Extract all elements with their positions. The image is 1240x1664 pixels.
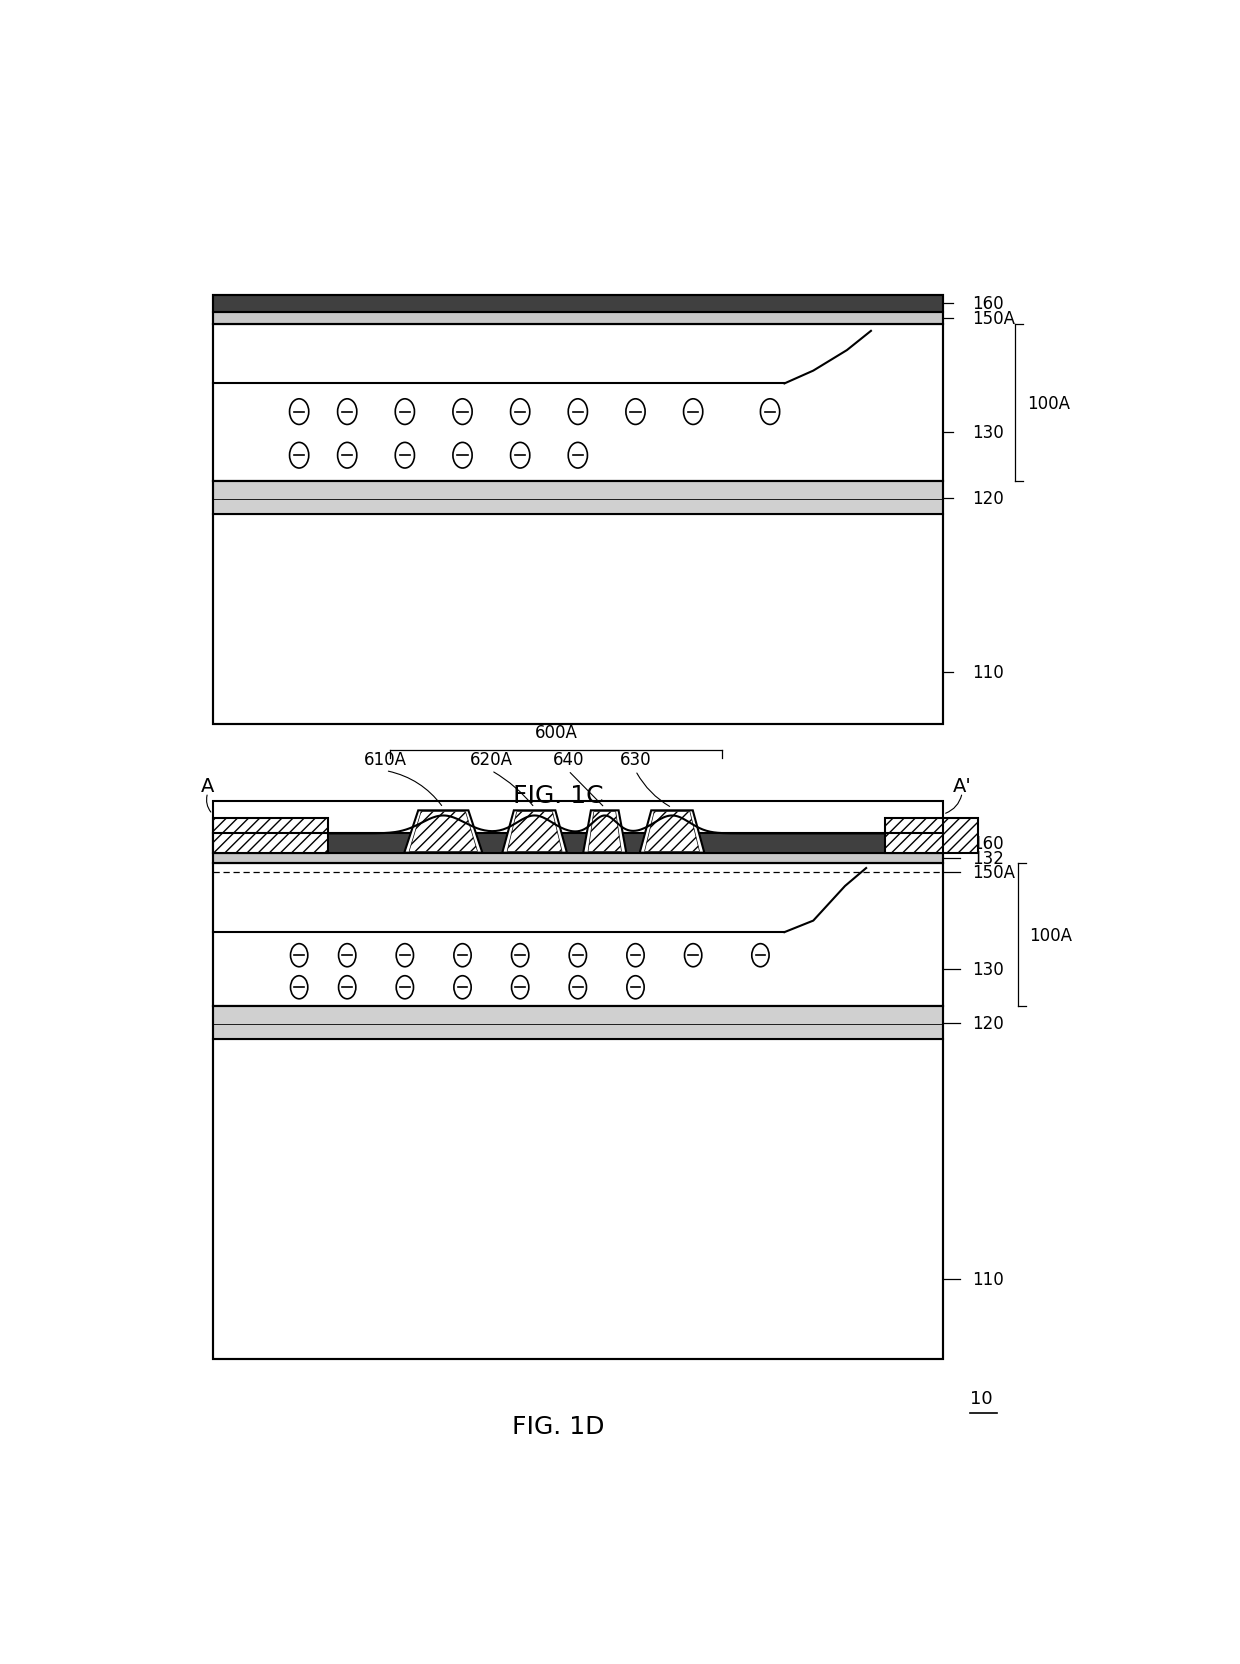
Text: 120: 120	[972, 1013, 1003, 1032]
Text: 10: 10	[970, 1389, 992, 1406]
Bar	[213, 834, 942, 854]
Polygon shape	[404, 810, 482, 854]
Bar	[213, 296, 942, 726]
Polygon shape	[583, 810, 626, 854]
Text: FIG. 1D: FIG. 1D	[512, 1414, 605, 1438]
Text: 640: 640	[553, 750, 584, 769]
Bar	[213, 313, 942, 324]
Bar	[885, 819, 977, 854]
Text: 110: 110	[972, 1270, 1003, 1288]
Text: 130: 130	[972, 960, 1003, 978]
Bar	[213, 1007, 942, 1038]
Text: 110: 110	[972, 664, 1003, 682]
Text: 630: 630	[620, 750, 651, 769]
Text: 620A: 620A	[470, 750, 513, 769]
Polygon shape	[640, 810, 704, 854]
Bar	[213, 864, 942, 1007]
Text: 160: 160	[972, 835, 1003, 852]
Text: A: A	[201, 777, 215, 795]
Text: 600A: 600A	[534, 724, 578, 742]
Text: 150A: 150A	[972, 864, 1014, 882]
Bar	[213, 802, 942, 1359]
Polygon shape	[502, 810, 567, 854]
Text: 610A: 610A	[365, 750, 407, 769]
Bar	[213, 819, 327, 854]
Polygon shape	[409, 812, 477, 852]
Bar	[213, 481, 942, 514]
Text: 130: 130	[972, 424, 1003, 443]
Text: 132: 132	[972, 849, 1003, 867]
Bar	[213, 324, 942, 481]
Text: 100A: 100A	[1029, 927, 1073, 943]
Text: A': A'	[952, 777, 972, 795]
Polygon shape	[645, 812, 699, 852]
Polygon shape	[588, 812, 621, 852]
Text: 120: 120	[972, 489, 1003, 508]
Text: 160: 160	[972, 295, 1003, 313]
Polygon shape	[507, 812, 562, 852]
Text: FIG. 1C: FIG. 1C	[513, 784, 604, 807]
Text: 100A: 100A	[1027, 394, 1070, 413]
Text: 150A: 150A	[972, 310, 1014, 328]
Bar	[213, 296, 942, 313]
Bar	[213, 514, 942, 726]
Bar	[213, 1038, 942, 1359]
Bar	[213, 854, 942, 864]
